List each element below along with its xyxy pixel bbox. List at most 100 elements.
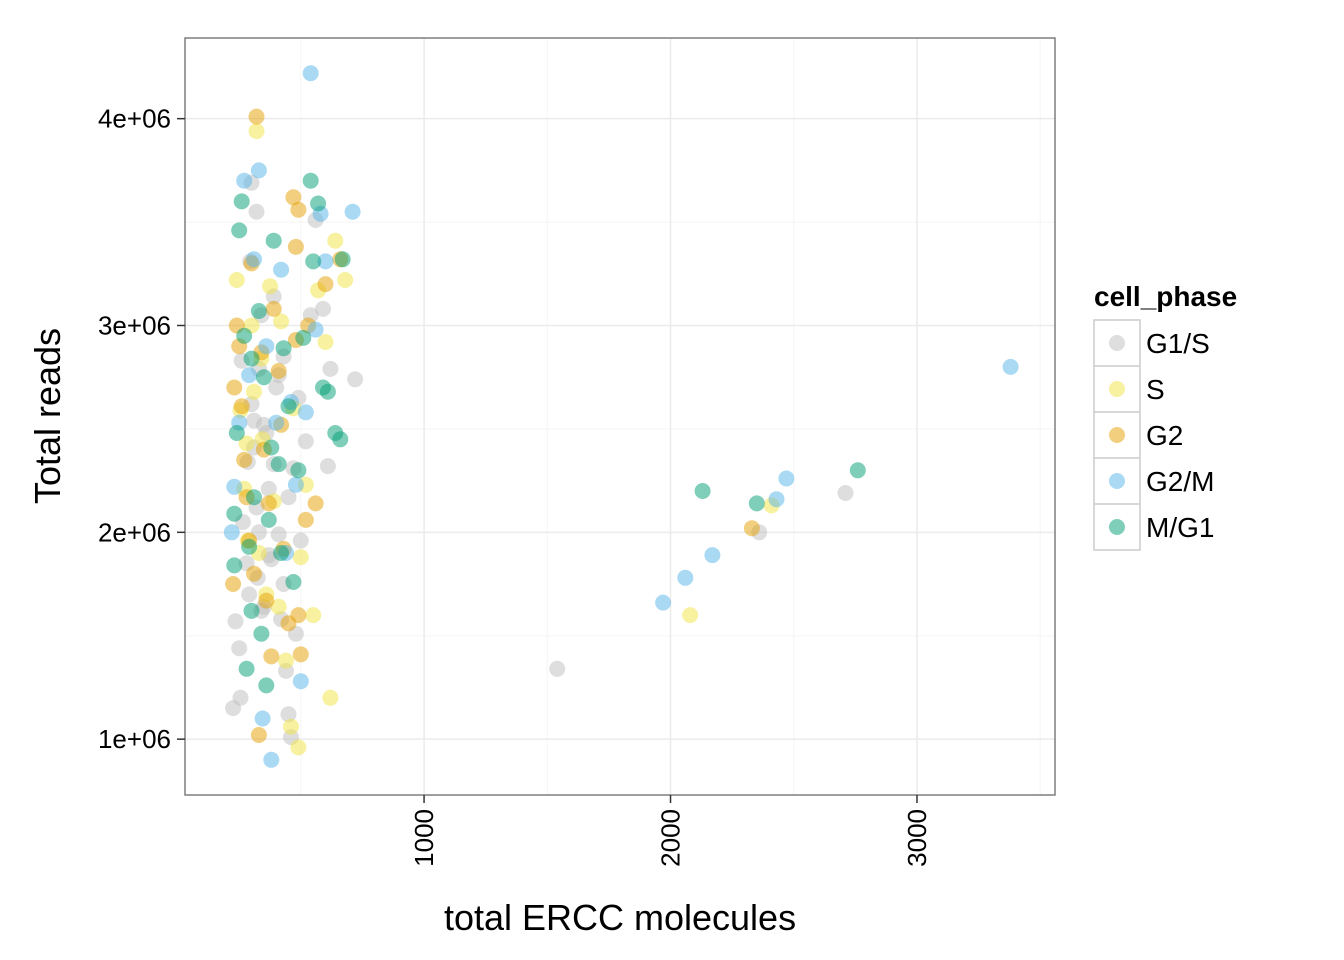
data-point bbox=[226, 379, 243, 396]
data-point bbox=[263, 648, 280, 665]
data-point bbox=[837, 485, 854, 501]
data-point bbox=[315, 300, 331, 317]
legend-title: cell_phase bbox=[1094, 281, 1237, 312]
data-point bbox=[302, 65, 319, 82]
data-point bbox=[290, 201, 307, 218]
data-point bbox=[233, 193, 250, 210]
data-point bbox=[227, 613, 244, 630]
legend-items: G1/S S G2 G2/M M/G1 bbox=[1093, 319, 1214, 551]
data-points bbox=[223, 65, 1019, 768]
data-point bbox=[246, 489, 262, 506]
data-point bbox=[297, 511, 314, 528]
data-point bbox=[748, 495, 765, 512]
data-point bbox=[682, 607, 699, 624]
data-point bbox=[255, 416, 272, 433]
data-point bbox=[305, 607, 322, 624]
data-point bbox=[258, 592, 275, 609]
data-point bbox=[246, 383, 262, 400]
data-point bbox=[253, 625, 270, 642]
data-point bbox=[265, 300, 282, 317]
data-point bbox=[332, 431, 349, 448]
data-point bbox=[270, 363, 287, 379]
data-point bbox=[248, 203, 265, 220]
data-point bbox=[226, 505, 243, 522]
data-point bbox=[236, 451, 253, 468]
data-point bbox=[248, 108, 265, 125]
data-point bbox=[310, 195, 327, 212]
data-point bbox=[290, 739, 307, 756]
y-tick-label: 4e+06 bbox=[98, 104, 171, 134]
data-point bbox=[241, 538, 258, 555]
data-point bbox=[302, 172, 319, 189]
data-point bbox=[317, 276, 334, 293]
data-point bbox=[225, 576, 242, 592]
data-point bbox=[226, 557, 243, 574]
data-point bbox=[270, 456, 287, 473]
data-point bbox=[250, 162, 267, 179]
data-point bbox=[322, 689, 339, 706]
data-point bbox=[849, 462, 866, 479]
data-point bbox=[270, 526, 287, 543]
data-point bbox=[319, 458, 336, 475]
data-point bbox=[231, 222, 248, 239]
data-point bbox=[236, 327, 253, 344]
data-point bbox=[243, 350, 260, 367]
legend-symbol bbox=[1109, 381, 1125, 397]
data-point bbox=[263, 751, 280, 768]
y-tick-label: 3e+06 bbox=[98, 310, 171, 340]
legend-label: G1/S bbox=[1146, 328, 1210, 359]
data-point bbox=[260, 480, 277, 497]
data-point bbox=[334, 251, 351, 268]
data-point bbox=[258, 677, 275, 694]
data-point bbox=[344, 203, 361, 220]
y-axis-title: Total reads bbox=[27, 328, 68, 504]
legend-key-box bbox=[1093, 319, 1141, 551]
data-point bbox=[290, 462, 307, 479]
legend-label: G2/M bbox=[1146, 466, 1214, 497]
legend-symbol bbox=[1109, 335, 1125, 351]
data-point bbox=[238, 435, 255, 452]
data-point bbox=[549, 660, 566, 677]
data-point bbox=[292, 673, 309, 690]
data-point bbox=[273, 261, 290, 278]
data-point bbox=[297, 433, 314, 450]
data-point bbox=[307, 495, 324, 512]
legend-symbol bbox=[1109, 427, 1125, 443]
data-point bbox=[280, 398, 297, 415]
data-point bbox=[273, 313, 290, 330]
data-point bbox=[246, 251, 262, 268]
data-point bbox=[677, 569, 694, 586]
data-point bbox=[290, 607, 307, 624]
data-point bbox=[275, 340, 292, 357]
data-point bbox=[280, 706, 297, 723]
data-point bbox=[337, 272, 354, 288]
data-point bbox=[232, 689, 249, 706]
data-point bbox=[241, 367, 258, 384]
data-point bbox=[278, 652, 294, 669]
data-point bbox=[243, 602, 260, 619]
data-point bbox=[307, 321, 324, 338]
x-axis-title: total ERCC molecules bbox=[444, 897, 796, 938]
data-point bbox=[292, 646, 309, 663]
data-point bbox=[254, 710, 271, 727]
data-point bbox=[655, 594, 672, 611]
data-point bbox=[228, 272, 245, 288]
data-point bbox=[223, 524, 240, 541]
data-point bbox=[273, 545, 290, 561]
data-point bbox=[268, 414, 285, 431]
data-point bbox=[285, 574, 302, 590]
data-point bbox=[238, 660, 255, 677]
data-point bbox=[265, 232, 282, 249]
data-point bbox=[292, 549, 309, 566]
x-tick-label: 2000 bbox=[656, 809, 686, 867]
data-point bbox=[255, 369, 272, 386]
y-tick-label: 2e+06 bbox=[98, 517, 171, 547]
data-point bbox=[283, 718, 299, 735]
legend-symbol bbox=[1109, 473, 1125, 489]
y-tick-label: 1e+06 bbox=[98, 724, 171, 754]
data-point bbox=[260, 511, 277, 528]
data-point bbox=[258, 338, 275, 355]
data-point bbox=[241, 586, 258, 603]
data-point bbox=[246, 565, 262, 582]
